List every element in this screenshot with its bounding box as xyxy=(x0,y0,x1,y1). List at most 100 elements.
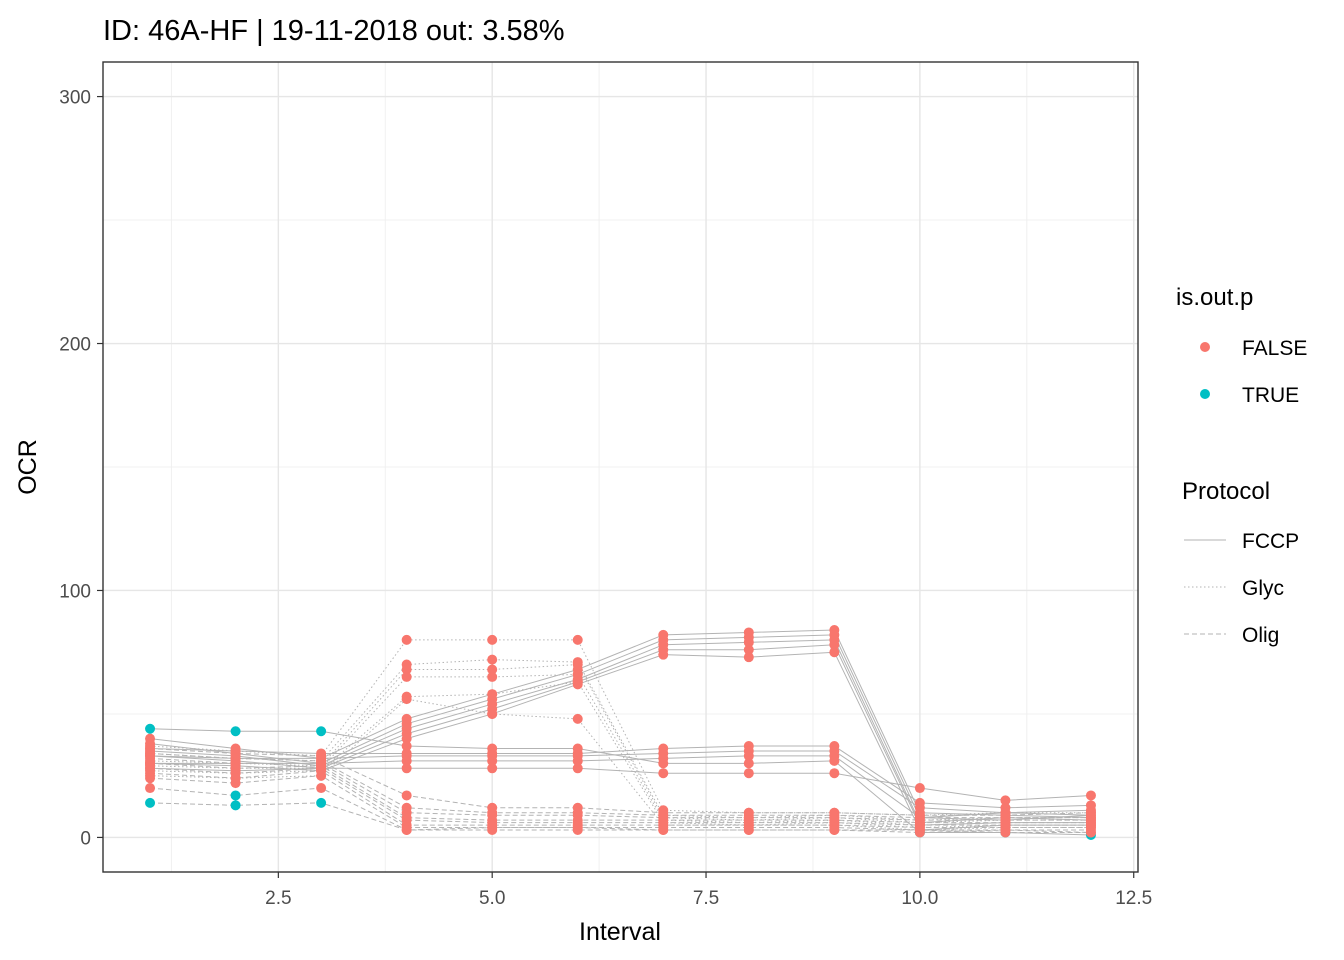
data-point-false xyxy=(1085,790,1096,801)
data-point-false xyxy=(829,825,840,836)
series-line-olig xyxy=(150,762,1091,824)
data-point-false xyxy=(1000,795,1011,806)
data-point-false xyxy=(743,652,754,663)
data-point-false xyxy=(829,768,840,779)
data-point-false xyxy=(658,758,669,769)
data-point-false xyxy=(145,773,156,784)
data-point-false xyxy=(487,634,498,645)
data-point-false xyxy=(401,763,412,774)
data-point-false xyxy=(401,733,412,744)
data-point-false xyxy=(743,750,754,761)
x-axis-title: Interval xyxy=(579,918,661,946)
data-point-false xyxy=(487,689,498,700)
data-point-true xyxy=(145,723,156,734)
data-point-true xyxy=(316,797,327,808)
legend-label-glyc: Glyc xyxy=(1242,577,1284,600)
data-point-true xyxy=(230,726,241,737)
data-point-false xyxy=(1000,825,1011,836)
series-line-fccp xyxy=(150,651,1091,831)
legend-label-olig: Olig xyxy=(1242,624,1279,647)
data-point-false xyxy=(487,743,498,754)
y-tick-label: 0 xyxy=(80,828,91,849)
data-point-false xyxy=(487,822,498,833)
chart-title: ID: 46A-HF | 19-11-2018 out: 3.58% xyxy=(103,15,565,47)
gridlines xyxy=(103,62,1138,872)
series-line-olig xyxy=(150,787,1091,833)
data-point-false xyxy=(401,694,412,705)
series-line-glyc xyxy=(150,664,1091,824)
legend-title-is-out: is.out.p xyxy=(1176,284,1253,311)
data-point-false xyxy=(401,755,412,766)
data-point-true xyxy=(316,726,327,737)
data-point-false xyxy=(316,783,327,794)
series-line-olig xyxy=(150,752,1091,819)
data-point-false xyxy=(487,664,498,675)
data-point-false xyxy=(743,644,754,655)
data-point-false xyxy=(401,664,412,675)
data-point-false xyxy=(572,755,583,766)
data-point-false xyxy=(829,755,840,766)
y-tick-label: 100 xyxy=(59,581,91,602)
data-point-false xyxy=(572,763,583,774)
data-point-false xyxy=(487,763,498,774)
x-tick-label: 5.0 xyxy=(479,888,505,909)
series-line-glyc xyxy=(150,673,1091,826)
data-point-false xyxy=(658,768,669,779)
legend-key-true xyxy=(1200,389,1210,399)
y-tick-label: 200 xyxy=(59,335,91,356)
x-tick-label: 7.5 xyxy=(693,888,719,909)
legend-label-false: FALSE xyxy=(1242,337,1307,360)
plot-border xyxy=(102,61,1139,873)
data-point-false xyxy=(401,790,412,801)
data-point-false xyxy=(572,634,583,645)
series-line-olig xyxy=(150,748,1091,816)
data-point-false xyxy=(401,634,412,645)
series-line-olig xyxy=(150,802,1091,833)
data-point-false xyxy=(914,783,925,794)
data-point-false xyxy=(230,778,241,789)
legend: is.out.p FALSE TRUE Protocol FCCP Glyc Olig xyxy=(1176,284,1307,647)
data-point-false xyxy=(658,825,669,836)
legend-label-fccp: FCCP xyxy=(1242,530,1299,553)
data-point-false xyxy=(487,671,498,682)
x-tick-label: 2.5 xyxy=(265,888,291,909)
data-point-true xyxy=(230,790,241,801)
x-axis: 2.5 5.0 7.5 10.0 12.5 xyxy=(265,872,1152,909)
data-point-false xyxy=(487,708,498,719)
data-point-false xyxy=(487,755,498,766)
legend-title-protocol: Protocol xyxy=(1182,478,1270,505)
data-point-false xyxy=(572,669,583,680)
series-line-olig xyxy=(150,770,1091,829)
data-point-false xyxy=(401,671,412,682)
data-point-false xyxy=(401,741,412,752)
data-point-false xyxy=(658,649,669,660)
data-point-false xyxy=(743,758,754,769)
series-line-fccp xyxy=(150,639,1091,824)
data-point-false xyxy=(829,639,840,650)
data-point-true xyxy=(145,797,156,808)
series-line-glyc xyxy=(150,698,1091,831)
y-axis-title: OCR xyxy=(14,439,42,495)
series-lines xyxy=(149,629,1091,836)
data-point-false xyxy=(743,825,754,836)
data-point-false xyxy=(914,802,925,813)
y-tick-label: 300 xyxy=(59,88,91,109)
data-point-false xyxy=(316,770,327,781)
y-axis: 0 100 200 300 xyxy=(59,88,103,849)
data-point-false xyxy=(572,822,583,833)
x-tick-label: 12.5 xyxy=(1115,888,1152,909)
x-tick-label: 10.0 xyxy=(901,888,938,909)
series-line-fccp xyxy=(149,629,1091,819)
data-point-true xyxy=(230,800,241,811)
legend-label-true: TRUE xyxy=(1242,384,1299,407)
data-point-false xyxy=(572,676,583,687)
series-line-fccp xyxy=(150,750,1091,814)
data-point-false xyxy=(572,713,583,724)
series-line-fccp xyxy=(149,634,1091,819)
series-line-fccp xyxy=(150,745,1091,809)
data-point-false xyxy=(487,654,498,665)
legend-key-false xyxy=(1200,342,1210,352)
data-point-false xyxy=(743,768,754,779)
series-line-olig xyxy=(150,757,1091,821)
